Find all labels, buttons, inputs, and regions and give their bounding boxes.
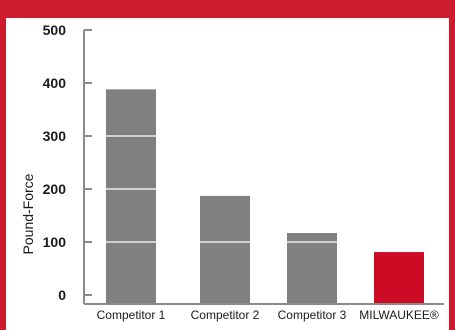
y-tick-label: 500 [43, 22, 67, 38]
x-category-label: Competitor 1 [97, 308, 166, 322]
y-tick-label: 200 [43, 181, 67, 197]
y-axis-label: Pound-Force [20, 173, 36, 254]
bar-chart: 0 100 200 300 400 500 Competitor 1 Competitor … [20, 22, 444, 322]
y-tick-label: 300 [43, 128, 67, 144]
bar-milwaukee- [374, 252, 424, 304]
y-tick-label: 100 [43, 234, 67, 250]
x-category-label: Competitor 2 [191, 308, 260, 322]
x-category-label: MILWAUKEE® [359, 308, 439, 322]
x-category-label: Competitor 3 [278, 308, 347, 322]
bar-competitor-2 [200, 195, 250, 304]
y-tick-label: 0 [58, 287, 66, 303]
bar-competitor-3 [287, 232, 337, 304]
y-tick-label: 400 [43, 75, 67, 91]
chart-panel: 0 100 200 300 400 500 Competitor 1 Competitor … [6, 18, 449, 330]
bar-competitor-1 [106, 89, 156, 304]
